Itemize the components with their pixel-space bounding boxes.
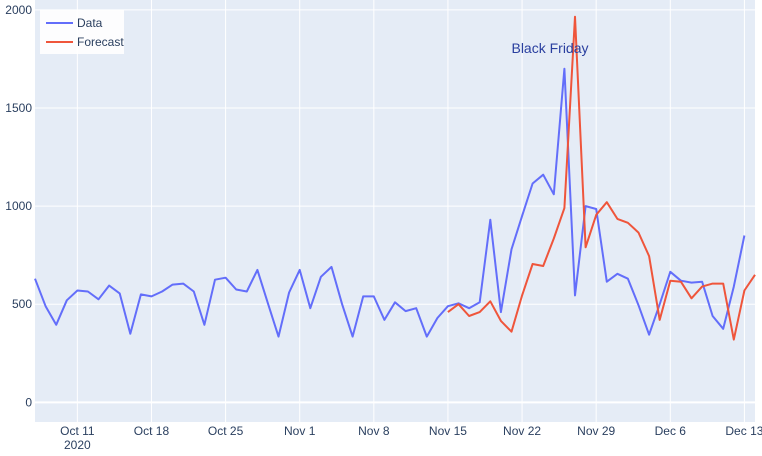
x-tick-label: Oct 18 xyxy=(134,424,170,438)
x-tick-label: Nov 8 xyxy=(358,424,390,438)
x-tick-label: Oct 11 xyxy=(60,424,95,438)
y-axis: 0 500 1000 1500 2000 xyxy=(5,3,32,410)
y-tick-label: 2000 xyxy=(5,3,32,17)
annotation-black-friday: Black Friday xyxy=(511,40,588,56)
x-tick-label: Oct 25 xyxy=(208,424,244,438)
y-tick-label: 1000 xyxy=(5,199,32,213)
x-tick-label: Nov 1 xyxy=(284,424,316,438)
series-layer xyxy=(34,15,756,341)
legend[interactable]: Data Forecast xyxy=(40,10,124,54)
x-tick-label: Nov 15 xyxy=(429,424,467,438)
x-tick-label: Nov 22 xyxy=(503,424,541,438)
x-tick-year-label: 2020 xyxy=(64,438,91,452)
annotations: Black Friday xyxy=(511,40,588,56)
y-tick-label: 500 xyxy=(12,297,32,311)
x-tick-label: Dec 13 xyxy=(725,424,762,438)
series-line-forecast xyxy=(447,15,756,341)
x-tick-label: Nov 29 xyxy=(577,424,615,438)
y-tick-label: 0 xyxy=(25,395,32,409)
y-tick-label: 1500 xyxy=(5,101,32,115)
plot-background xyxy=(35,0,755,422)
legend-label-forecast: Forecast xyxy=(77,35,124,49)
series-line-data xyxy=(34,67,746,338)
legend-label-data: Data xyxy=(77,16,103,30)
x-tick-label: Dec 6 xyxy=(655,424,687,438)
legend-box xyxy=(40,10,124,54)
